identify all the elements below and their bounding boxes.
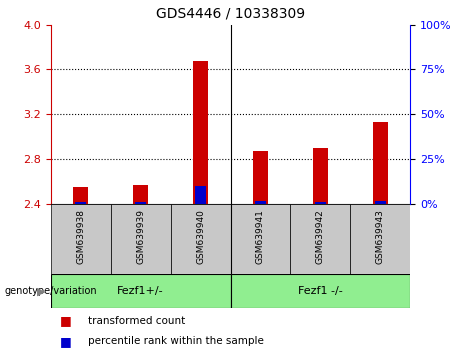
Bar [230,204,290,274]
Bar [315,202,325,204]
Text: GSM639939: GSM639939 [136,209,145,264]
Text: GSM639941: GSM639941 [256,209,265,264]
Bar [51,274,230,308]
Text: GSM639940: GSM639940 [196,209,205,264]
Bar [111,204,171,274]
Text: GSM639943: GSM639943 [376,209,385,264]
Bar [195,186,206,204]
Text: Fezf1 -/-: Fezf1 -/- [298,286,343,296]
Bar [290,204,350,274]
Bar [253,151,268,204]
Bar [76,202,86,204]
Bar [193,61,208,204]
Text: Fezf1+/-: Fezf1+/- [117,286,164,296]
Title: GDS4446 / 10338309: GDS4446 / 10338309 [156,7,305,21]
Bar [73,187,88,204]
Text: genotype/variation: genotype/variation [5,286,97,296]
Bar [373,122,388,204]
Text: ▶: ▶ [37,286,46,296]
Bar [350,204,410,274]
Text: transformed count: transformed count [88,316,185,326]
Bar [313,148,328,204]
Bar [171,204,230,274]
Text: percentile rank within the sample: percentile rank within the sample [88,336,264,346]
Bar [255,201,266,204]
Bar [230,274,410,308]
Bar [136,202,146,204]
Text: ■: ■ [60,335,71,348]
Text: GSM639938: GSM639938 [76,209,85,264]
Bar [375,201,385,204]
Text: ■: ■ [60,314,71,327]
Bar [133,184,148,204]
Bar [51,204,111,274]
Text: GSM639942: GSM639942 [316,209,325,264]
